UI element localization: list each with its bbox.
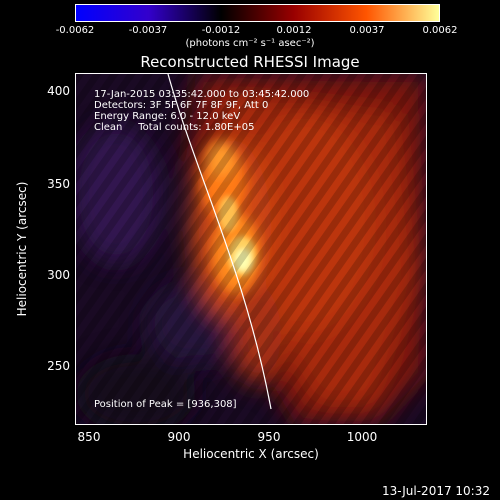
footer-timestamp: 13-Jul-2017 10:32 — [381, 484, 490, 498]
solar-limb — [167, 74, 272, 410]
info-time: 17-Jan-2015 03:35:42.000 to 03:45:42.000 — [94, 89, 310, 100]
y-tick: 350 — [47, 177, 70, 191]
colorbar — [75, 4, 440, 22]
colorbar-tick: 0.0012 — [276, 25, 312, 36]
x-axis-label: Heliocentric X (arcsec) — [183, 447, 319, 461]
y-tick: 300 — [47, 268, 70, 282]
y-axis-label: Heliocentric Y (arcsec) — [15, 181, 29, 317]
x-tick: 900 — [167, 430, 191, 444]
x-tick: 1000 — [346, 430, 378, 444]
peak-position: Position of Peak = [936,308] — [94, 399, 237, 410]
rhessi-image: 17-Jan-2015 03:35:42.000 to 03:45:42.000… — [75, 73, 427, 425]
colorbar-tick: -0.0037 — [128, 25, 168, 36]
colorbar-tick: 0.0037 — [349, 25, 385, 36]
info-detectors: Detectors: 3F 5F 6F 7F 8F 9F, Att 0 — [94, 100, 269, 111]
x-tick: 950 — [257, 430, 281, 444]
colorbar-tick: -0.0012 — [201, 25, 241, 36]
info-energy: Energy Range: 6.0 - 12.0 keV — [94, 111, 241, 122]
colorbar-tick: -0.0062 — [55, 25, 95, 36]
image-canvas — [76, 74, 426, 424]
x-tick: 850 — [77, 430, 101, 444]
colorbar-units: (photons cm⁻² s⁻¹ asec⁻²) — [185, 38, 315, 49]
info-counts: Clean Total counts: 1.80E+05 — [94, 122, 255, 133]
ripple-texture — [76, 74, 426, 424]
image-title: Reconstructed RHESSI Image — [140, 53, 360, 71]
colorbar-tick: 0.0062 — [422, 25, 458, 36]
y-tick: 250 — [47, 359, 70, 373]
y-tick: 400 — [47, 84, 70, 98]
